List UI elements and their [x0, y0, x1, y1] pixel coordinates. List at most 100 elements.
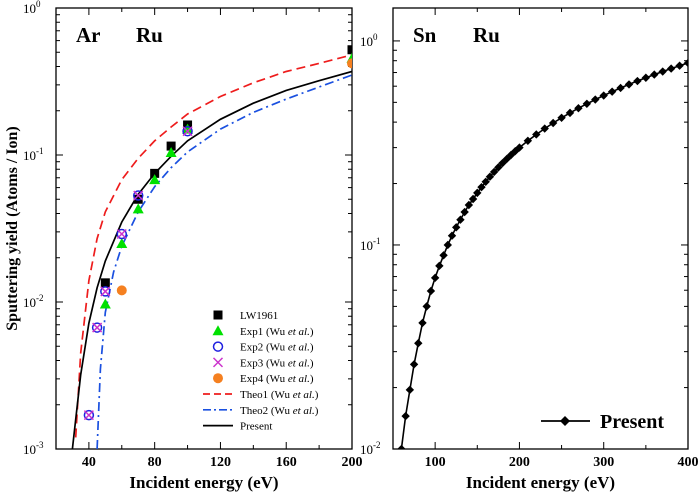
data-point [447, 231, 457, 240]
data-point [83, 410, 94, 421]
data-point [675, 61, 684, 70]
data-point [532, 130, 541, 139]
legend-panel-1: LW1961 Exp1 (Wu et al.) Exp2 (Wu et al.) Ex… [203, 310, 319, 433]
panel-label-projectile: Ar [76, 23, 101, 47]
data-point [100, 286, 111, 297]
data-point [485, 172, 495, 181]
data-point [347, 45, 352, 55]
legend-marker [212, 325, 224, 336]
y-tick-base: 10 [23, 295, 36, 310]
y-tick-base: 10 [360, 238, 373, 253]
legend-label: Theo1 (Wu et al.) [240, 389, 319, 401]
data-point [548, 118, 558, 128]
panel-label-target: Ru [473, 23, 500, 47]
data-point [116, 228, 127, 240]
data-point [100, 278, 110, 288]
data-point [439, 251, 448, 260]
y-tick-exponent: -1 [373, 236, 381, 246]
data-point [401, 411, 410, 421]
data-point [149, 174, 161, 185]
data-point [540, 124, 549, 133]
data-point [100, 286, 111, 297]
data-point [414, 339, 423, 348]
y-tick-base: 10 [23, 442, 36, 457]
plot-frame [55, 7, 353, 450]
data-point [150, 168, 160, 178]
data-point [132, 190, 144, 201]
data-point [116, 238, 128, 249]
data-point [574, 104, 583, 113]
legend-item: Exp3 (Wu et al.) [212, 357, 314, 369]
data-point [133, 194, 143, 204]
data-point [405, 385, 415, 395]
data-point [99, 298, 111, 309]
data-point [477, 182, 486, 192]
legend-marker [560, 416, 570, 426]
data-point [511, 147, 520, 156]
data-point [116, 285, 127, 296]
x-tick-label: 160 [276, 455, 297, 470]
y-tick-label: 10 0 [360, 32, 378, 49]
data-point [347, 58, 352, 69]
legend-label: Exp1 (Wu et al.) [240, 326, 314, 338]
data-point [473, 188, 482, 198]
x-tick-label: 400 [678, 455, 699, 470]
y-tick-base: 10 [23, 148, 36, 163]
series-present-markers [397, 58, 688, 449]
y-tick-label: 10 -3 [23, 440, 44, 457]
series-line-theo2-wu [96, 74, 352, 449]
legend-label: LW1961 [240, 310, 278, 322]
data-point [418, 318, 427, 328]
legend-panel-2: Present [541, 411, 664, 433]
x-tick-label: 200 [509, 455, 530, 470]
data-point [409, 360, 419, 369]
x-tick-label: 300 [593, 455, 614, 470]
data-point [633, 76, 642, 86]
data-point [182, 123, 194, 134]
data-point [132, 203, 144, 214]
plot-frame [392, 7, 689, 450]
data-point [481, 177, 490, 186]
data-point [182, 126, 193, 137]
data-point [443, 240, 452, 250]
data-point [83, 409, 95, 421]
data-point [658, 67, 667, 76]
series-exp4-wu [116, 58, 352, 296]
y-tick-exponent: 0 [373, 32, 378, 42]
data-point [397, 444, 406, 449]
data-point [166, 141, 176, 151]
data-point [666, 64, 676, 73]
panel-2-series [397, 58, 688, 449]
legend-label: Exp4 (Wu et al.) [240, 373, 314, 385]
data-point [133, 190, 144, 201]
x-tick-label: 200 [342, 455, 363, 470]
y-tick-exponent: -2 [373, 440, 381, 450]
y-tick-label: 10 0 [23, 0, 41, 16]
y-tick-base: 10 [360, 442, 373, 457]
series-exp1-wu [99, 52, 352, 309]
data-point [650, 70, 659, 79]
data-point [591, 95, 600, 104]
legend-label: Theo2 (Wu et al.) [240, 405, 319, 417]
data-point [452, 223, 461, 232]
data-point [182, 126, 193, 137]
data-point [515, 143, 524, 152]
series-exp2-wu [83, 126, 193, 421]
data-point [565, 108, 575, 118]
legend-label: Present [600, 411, 664, 433]
x-axis-label: Incident energy (eV) [129, 473, 278, 492]
data-point [460, 207, 469, 217]
y-tick-base: 10 [23, 1, 36, 16]
x-tick-label: 80 [148, 455, 162, 470]
series-line-theo1-wu [74, 54, 352, 438]
data-point [91, 322, 103, 333]
data-point [165, 146, 177, 157]
legend-item: LW1961 [213, 310, 278, 322]
data-point [430, 273, 440, 283]
data-point [426, 286, 436, 296]
legend-item: Exp1 (Wu et al.) [212, 325, 314, 338]
